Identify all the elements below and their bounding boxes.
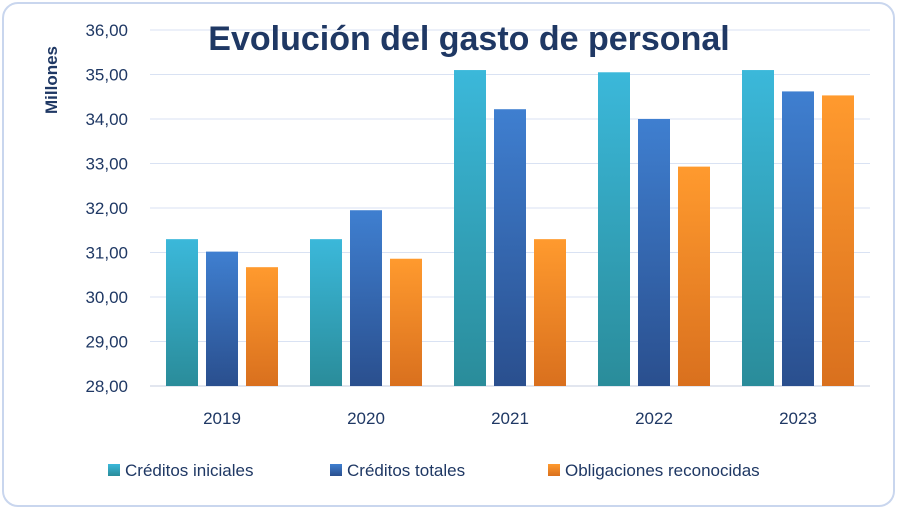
bar-créditos-totales-2023	[782, 91, 814, 386]
bar-créditos-totales-2022	[638, 119, 670, 386]
x-axis-ticks: 2019 2020 2021 2022 2023	[203, 409, 817, 428]
bars	[166, 70, 854, 387]
y-tick-label: 34,00	[85, 110, 128, 129]
x-tick-label: 2023	[779, 409, 817, 428]
y-tick-label: 29,00	[85, 333, 128, 352]
bar-créditos-iniciales-2019	[166, 239, 198, 386]
bar-créditos-iniciales-2021	[454, 70, 486, 387]
bar-obligaciones-reconocidas-2020	[390, 258, 422, 386]
bar-créditos-iniciales-2023	[742, 70, 774, 387]
bar-créditos-totales-2021	[494, 109, 526, 387]
y-tick-label: 30,00	[85, 288, 128, 307]
y-axis-label: Millones	[42, 46, 61, 114]
bar-créditos-totales-2020	[350, 210, 382, 386]
y-tick-label: 28,00	[85, 377, 128, 396]
y-tick-label: 36,00	[85, 21, 128, 40]
bar-obligaciones-reconocidas-2022	[678, 166, 710, 386]
y-tick-label: 33,00	[85, 155, 128, 174]
bar-créditos-iniciales-2020	[310, 239, 342, 386]
bar-créditos-iniciales-2022	[598, 72, 630, 387]
legend-swatch	[330, 464, 342, 476]
legend-label: Créditos iniciales	[125, 461, 254, 480]
x-tick-label: 2021	[491, 409, 529, 428]
x-tick-label: 2019	[203, 409, 241, 428]
legend: Créditos iniciales Créditos totales Obliga…	[108, 461, 760, 480]
bar-obligaciones-reconocidas-2021	[534, 239, 566, 386]
x-tick-label: 2020	[347, 409, 385, 428]
y-tick-label: 32,00	[85, 199, 128, 218]
y-tick-label: 35,00	[85, 66, 128, 85]
x-tick-label: 2022	[635, 409, 673, 428]
legend-swatch	[548, 464, 560, 476]
y-tick-label: 31,00	[85, 244, 128, 263]
y-axis-ticks: 28,00 29,00 30,00 31,00 32,00 33,00 34,00 35,00…	[85, 21, 128, 396]
bar-obligaciones-reconocidas-2023	[822, 95, 854, 386]
legend-swatch	[108, 464, 120, 476]
chart-title: Evolución del gasto de personal	[208, 20, 729, 58]
legend-label: Créditos totales	[347, 461, 465, 480]
bar-créditos-totales-2019	[206, 251, 238, 386]
bar-obligaciones-reconocidas-2019	[246, 267, 278, 386]
legend-label: Obligaciones reconocidas	[565, 461, 760, 480]
